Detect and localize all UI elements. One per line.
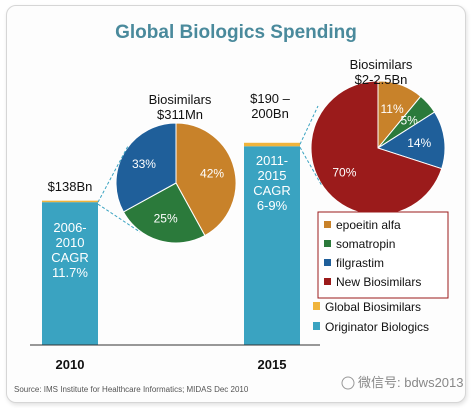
legend-label-2: filgrastim <box>336 256 384 270</box>
originator-bar-2010 <box>42 202 98 345</box>
value-label-2010: $138Bn <box>48 179 93 194</box>
chart-title: Global Biologics Spending <box>115 22 357 43</box>
cagr-label-2010-1: 2010 <box>56 235 85 250</box>
pie2-label-new-biosimilars: 70% <box>332 165 356 179</box>
connector-2010-top <box>97 145 129 203</box>
pie2-label-epoeitin-alfa: 11% <box>381 102 404 116</box>
legend-swatch-2 <box>324 259 331 266</box>
cagr-label-2015-3: 6-9% <box>257 198 288 213</box>
cagr-label-2015-2: CAGR <box>253 183 291 198</box>
pie2-label-filgrastim: 14% <box>407 136 431 150</box>
source-note: Source: IMS Institute for Healthcare Inf… <box>14 385 249 394</box>
legend-swatch-1 <box>324 240 331 247</box>
pie1-label-epoeitin-alfa: 42% <box>200 167 224 181</box>
legend-swatch-3 <box>324 278 331 285</box>
cagr-label-2015-0: 2011- <box>256 153 288 168</box>
value-label-2015-0: $190 – <box>250 91 291 106</box>
pie2-slice-new-biosimilars <box>310 80 443 216</box>
pie2-label-somatropin: 5% <box>400 114 418 128</box>
biosimilar-bar-2010 <box>42 200 98 203</box>
pie2-slice-filgrastim <box>376 111 446 170</box>
x-tick-2015: 2015 <box>258 357 287 372</box>
pie1-title-1: $311Mn <box>157 107 203 122</box>
originator-bar-2015 <box>244 146 300 345</box>
legend-label-1: somatropin <box>336 237 395 251</box>
watermark-text: 微信号: bdws2013 <box>358 375 464 390</box>
cagr-label-2010-2: CAGR <box>51 250 89 265</box>
connector-2015-bottom <box>299 147 323 187</box>
connector-2015-top <box>299 105 319 145</box>
legend-swatch-4 <box>313 302 320 310</box>
pie1-title-0: Biosimilars <box>149 92 212 107</box>
connector-2010-bottom <box>97 203 141 233</box>
cagr-label-2015-1: 2015 <box>258 168 287 183</box>
value-label-2015-1: 200Bn <box>251 106 289 121</box>
legend-label-0: epoeitin alfa <box>336 218 401 232</box>
pie1-slice-epoeitin-alfa <box>175 122 237 237</box>
pie2-title-0: Biosimilars <box>350 57 413 72</box>
pie2-title-1: $2-2.5Bn <box>355 72 408 87</box>
legend-label-5: Originator Biologics <box>325 320 429 334</box>
x-tick-2010: 2010 <box>56 357 85 372</box>
pie-legend-box <box>317 211 449 299</box>
pie1-label-filgrastim: 33% <box>132 157 156 171</box>
biosimilar-bar-2015 <box>244 142 300 147</box>
legend-swatch-0 <box>324 221 331 228</box>
cagr-label-2010-0: 2006- <box>53 220 86 235</box>
pie1-label-somatropin: 25% <box>154 212 178 226</box>
legend-label-3: New Biosimilars <box>336 275 421 289</box>
pie1-slice-somatropin <box>122 182 206 244</box>
legend-swatch-5 <box>313 322 320 330</box>
wechat-icon <box>341 376 355 390</box>
legend-label-4: Global Biosimilars <box>325 300 421 314</box>
cagr-label-2010-3: 11.7% <box>52 265 88 280</box>
